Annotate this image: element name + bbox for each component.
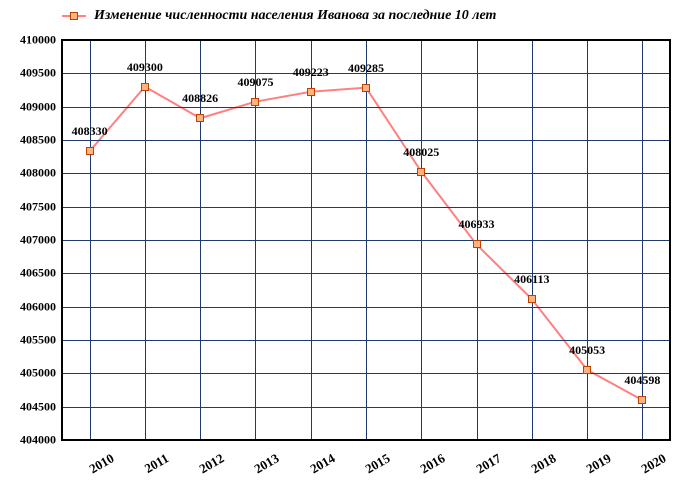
plot-border xyxy=(61,39,671,41)
data-label: 404598 xyxy=(624,373,660,388)
y-axis-label: 407500 xyxy=(20,199,62,214)
data-point xyxy=(307,88,315,96)
grid-line-v xyxy=(366,40,367,440)
grid-line-v xyxy=(145,40,146,440)
data-label: 409075 xyxy=(237,75,273,90)
data-label: 406113 xyxy=(514,272,549,287)
data-label: 409223 xyxy=(293,65,329,80)
y-axis-label: 407000 xyxy=(20,233,62,248)
y-axis-label: 409000 xyxy=(20,99,62,114)
data-point xyxy=(417,168,425,176)
x-axis-label: 2014 xyxy=(301,440,338,477)
data-point xyxy=(86,147,94,155)
y-axis-label: 404000 xyxy=(20,433,62,448)
legend-marker-icon xyxy=(62,11,86,21)
y-axis-label: 408500 xyxy=(20,133,62,148)
plot-area: 4040004045004050004055004060004065004070… xyxy=(62,40,670,440)
x-axis-label: 2019 xyxy=(578,440,615,477)
x-axis-label: 2011 xyxy=(136,440,172,477)
legend-label: Изменение численности населения Иванова … xyxy=(94,8,496,24)
y-axis-label: 410000 xyxy=(20,33,62,48)
data-label: 406933 xyxy=(459,217,495,232)
x-axis-label: 2020 xyxy=(633,440,670,477)
grid-line-v xyxy=(311,40,312,440)
data-point xyxy=(141,83,149,91)
y-axis-label: 408000 xyxy=(20,166,62,181)
x-axis-label: 2018 xyxy=(522,440,559,477)
x-axis-label: 2016 xyxy=(412,440,449,477)
data-point xyxy=(638,396,646,404)
y-axis-label: 404500 xyxy=(20,399,62,414)
y-axis-label: 405500 xyxy=(20,333,62,348)
data-label: 408826 xyxy=(182,91,218,106)
data-point xyxy=(196,114,204,122)
legend: Изменение численности населения Иванова … xyxy=(62,8,496,24)
grid-line-v xyxy=(587,40,588,440)
x-axis-label: 2013 xyxy=(246,440,283,477)
x-axis-label: 2010 xyxy=(80,440,117,477)
grid-line-v xyxy=(421,40,422,440)
chart-container: Изменение численности населения Иванова … xyxy=(0,0,680,500)
data-label: 408330 xyxy=(72,124,108,139)
plot-border xyxy=(61,39,63,441)
plot-border xyxy=(669,39,671,441)
data-label: 408025 xyxy=(403,145,439,160)
data-label: 409285 xyxy=(348,61,384,76)
x-axis-label: 2012 xyxy=(191,440,228,477)
x-axis-label: 2015 xyxy=(356,440,393,477)
data-point xyxy=(528,295,536,303)
y-axis-label: 406500 xyxy=(20,266,62,281)
data-point xyxy=(362,84,370,92)
grid-line-v xyxy=(532,40,533,440)
x-axis-label: 2017 xyxy=(467,440,504,477)
y-axis-label: 409500 xyxy=(20,66,62,81)
data-point xyxy=(473,240,481,248)
data-label: 405053 xyxy=(569,343,605,358)
data-label: 409300 xyxy=(127,60,163,75)
grid-line-v xyxy=(90,40,91,440)
y-axis-label: 405000 xyxy=(20,366,62,381)
data-point xyxy=(251,98,259,106)
y-axis-label: 406000 xyxy=(20,299,62,314)
data-point xyxy=(583,366,591,374)
plot-border xyxy=(61,439,671,441)
